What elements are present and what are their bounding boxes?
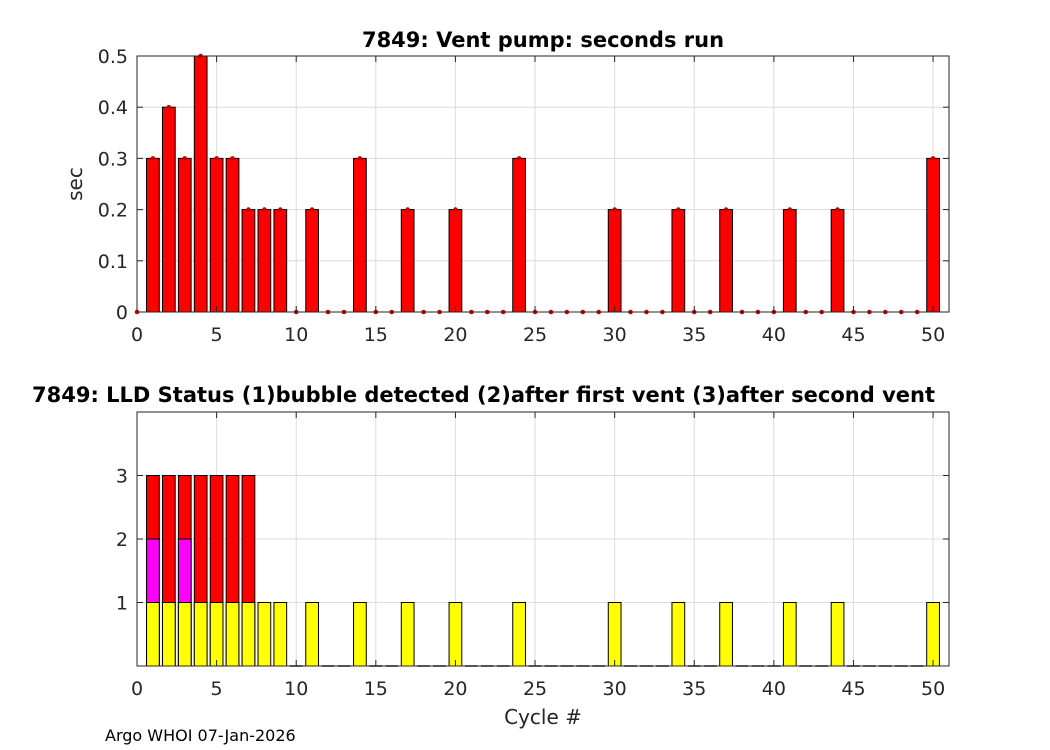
data-point bbox=[309, 207, 315, 212]
bar bbox=[671, 209, 686, 313]
x-tick-label: 40 bbox=[762, 678, 786, 700]
data-point bbox=[835, 207, 840, 212]
y-tick-label: 0.3 bbox=[98, 148, 128, 170]
x-tick-label: 25 bbox=[523, 324, 547, 346]
y-tick-label: 2 bbox=[116, 529, 128, 551]
bar-bubble-detected bbox=[209, 602, 224, 667]
data-point bbox=[723, 207, 729, 212]
bar bbox=[448, 209, 463, 313]
bar bbox=[193, 55, 208, 313]
data-point bbox=[262, 207, 267, 212]
y-axis-label: sec bbox=[63, 167, 87, 201]
bar bbox=[146, 157, 160, 313]
bar bbox=[719, 209, 733, 313]
data-point bbox=[676, 207, 681, 212]
bar bbox=[305, 209, 320, 313]
x-tick-label: 50 bbox=[921, 324, 945, 346]
x-tick-label: 30 bbox=[603, 324, 627, 346]
y-tick-label: 0.4 bbox=[98, 97, 128, 119]
x-tick-label: 25 bbox=[523, 678, 547, 700]
chart-title: 7849: Vent pump: seconds run bbox=[362, 28, 724, 52]
data-point bbox=[357, 156, 363, 161]
x-tick-label: 10 bbox=[284, 678, 308, 700]
data-point bbox=[612, 207, 617, 212]
bar-bubble-detected bbox=[225, 602, 240, 667]
bar-bubble-detected bbox=[193, 602, 208, 667]
bar-bubble-detected bbox=[241, 602, 256, 667]
bar bbox=[241, 209, 256, 313]
bar bbox=[161, 106, 176, 313]
bar bbox=[273, 209, 288, 313]
data-point bbox=[214, 156, 219, 161]
x-tick-label: 5 bbox=[211, 324, 223, 346]
y-tick-label: 3 bbox=[116, 466, 128, 488]
data-point bbox=[166, 104, 172, 110]
x-tick-label: 5 bbox=[211, 678, 223, 700]
bar-bubble-detected bbox=[926, 602, 940, 667]
x-tick-label: 50 bbox=[921, 678, 945, 700]
bar-bubble-detected bbox=[400, 602, 415, 667]
chart-title: 7849: LLD Status (1)bubble detected (2)a… bbox=[32, 383, 935, 407]
bar bbox=[607, 209, 622, 313]
x-tick-label: 15 bbox=[364, 324, 388, 346]
x-tick-label: 10 bbox=[284, 324, 308, 346]
data-point bbox=[930, 156, 936, 161]
bar bbox=[400, 209, 415, 313]
x-tick-label: 45 bbox=[841, 324, 865, 346]
y-tick-label: 0.2 bbox=[98, 200, 128, 222]
x-tick-label: 35 bbox=[682, 678, 706, 700]
y-tick-label: 0.1 bbox=[98, 251, 128, 273]
data-point bbox=[787, 207, 793, 212]
bar bbox=[782, 209, 797, 313]
bar-bubble-detected bbox=[830, 602, 845, 667]
bar-bubble-detected bbox=[177, 602, 192, 667]
bar bbox=[926, 157, 940, 313]
x-tick-label: 0 bbox=[131, 678, 143, 700]
data-point bbox=[246, 207, 251, 212]
x-tick-label: 20 bbox=[443, 324, 467, 346]
bar-bubble-detected bbox=[305, 602, 320, 667]
data-point bbox=[453, 207, 458, 212]
plot-frame bbox=[136, 55, 950, 313]
bar bbox=[225, 157, 240, 313]
y-tick-label: 0 bbox=[116, 302, 128, 324]
bar bbox=[830, 209, 845, 313]
x-tick-label: 15 bbox=[364, 678, 388, 700]
bar-bubble-detected bbox=[607, 602, 622, 667]
data-point bbox=[277, 207, 283, 212]
bar-bubble-detected bbox=[512, 602, 526, 667]
data-point bbox=[182, 156, 188, 161]
bar-bubble-detected bbox=[353, 602, 367, 667]
bar-bubble-detected bbox=[257, 602, 272, 667]
bar-bubble-detected bbox=[273, 602, 288, 667]
footer-text: Argo WHOI 07-Jan-2026 bbox=[105, 726, 296, 745]
bar bbox=[257, 209, 272, 313]
bar-bubble-detected bbox=[671, 602, 686, 667]
bar-bubble-detected bbox=[782, 602, 797, 667]
x-tick-label: 30 bbox=[603, 678, 627, 700]
bar-bubble-detected bbox=[161, 602, 176, 667]
bar bbox=[353, 157, 367, 313]
data-point bbox=[150, 156, 156, 161]
y-tick-label: 0.5 bbox=[98, 46, 128, 68]
x-tick-label: 0 bbox=[131, 324, 143, 346]
vent-pump-chart: 7849: Vent pump: seconds run sec 0 5 10 15 2… bbox=[63, 28, 950, 346]
data-point bbox=[405, 207, 410, 212]
x-axis-label: Cycle # bbox=[504, 705, 582, 729]
data-point bbox=[516, 156, 522, 161]
bar bbox=[177, 157, 192, 313]
data-point bbox=[230, 156, 235, 161]
bar-bubble-detected bbox=[719, 602, 733, 667]
x-tick-label: 35 bbox=[682, 324, 706, 346]
x-tick-label: 20 bbox=[443, 678, 467, 700]
y-tick-label: 1 bbox=[116, 593, 128, 615]
bar bbox=[209, 157, 224, 313]
bar-bubble-detected bbox=[448, 602, 463, 667]
bar-bubble-detected bbox=[146, 602, 160, 667]
x-tick-label: 40 bbox=[762, 324, 786, 346]
lld-status-chart: 7849: LLD Status (1)bubble detected (2)a… bbox=[32, 383, 950, 729]
x-tick-label: 45 bbox=[841, 678, 865, 700]
bar bbox=[512, 157, 526, 313]
